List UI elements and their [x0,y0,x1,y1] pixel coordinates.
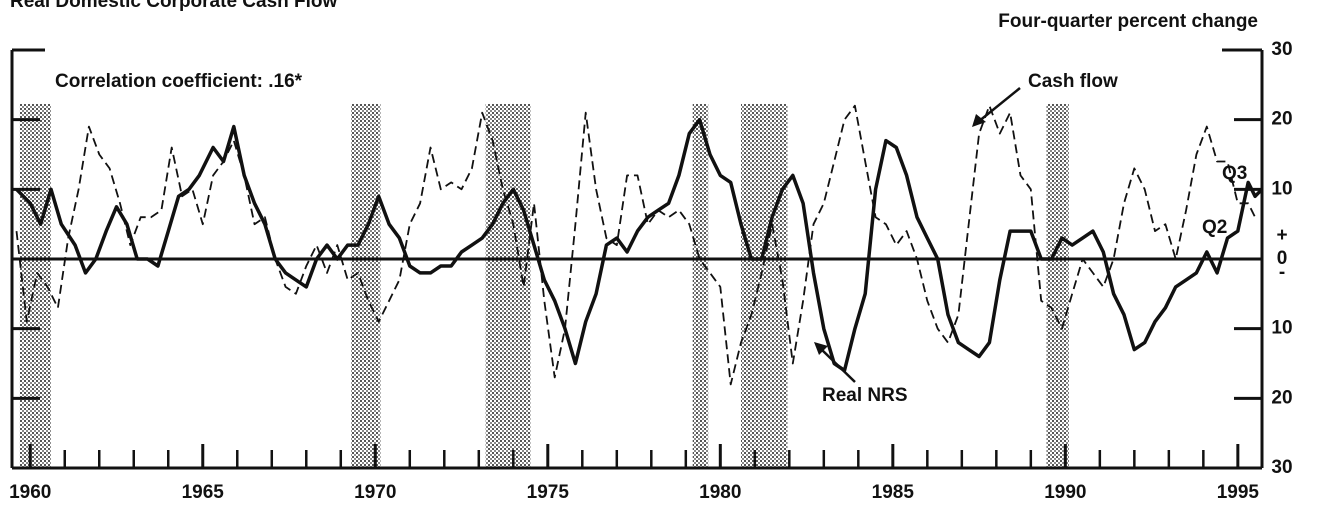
recession-band [1046,104,1069,468]
arrow [819,347,856,383]
x-tick-label: 1985 [872,482,915,503]
cash-flow-line [15,104,1256,386]
x-tick-label: 1990 [1044,482,1086,503]
annotation: Q2 [1202,217,1227,238]
x-tick-label: 1970 [354,482,396,503]
y-tick-label: 20 [1271,109,1292,130]
arrow-head [972,114,986,127]
recession-band [351,104,381,468]
x-tick-label: 1980 [699,482,741,503]
y-tick-label: 10 [1271,178,1292,199]
plot [15,104,1264,386]
recession-band [485,104,531,468]
y-tick-label: 0 [1277,248,1288,269]
annotation: Q3 [1222,163,1247,184]
annotation: Cash flow [1028,71,1118,92]
sign-label: - [1279,262,1285,283]
sign-label: + [1276,225,1287,246]
arrow [977,87,1021,123]
x-tick-label: 1995 [1217,482,1260,503]
y-tick-label: 20 [1271,387,1292,408]
arrow-head [814,342,828,355]
x-tick-label: 1960 [9,482,51,503]
real-nrs-line [15,117,1264,373]
y-tick-label: 10 [1271,318,1292,339]
x-tick-label: 1965 [182,482,225,503]
y-axis-label: Four-quarter percent change [998,11,1258,32]
chart-title: Real Domestic Corporate Cash Flow [10,0,338,12]
x-tick-label: 1975 [527,482,570,503]
recession-band [741,104,788,468]
y-tick-label: 30 [1271,39,1292,60]
recession-shading [19,104,1069,468]
annotation: Real NRS [822,385,908,406]
y-tick-label: 30 [1271,457,1292,478]
recession-band [692,104,709,468]
annotation: Correlation coefficient: .16* [55,71,303,92]
